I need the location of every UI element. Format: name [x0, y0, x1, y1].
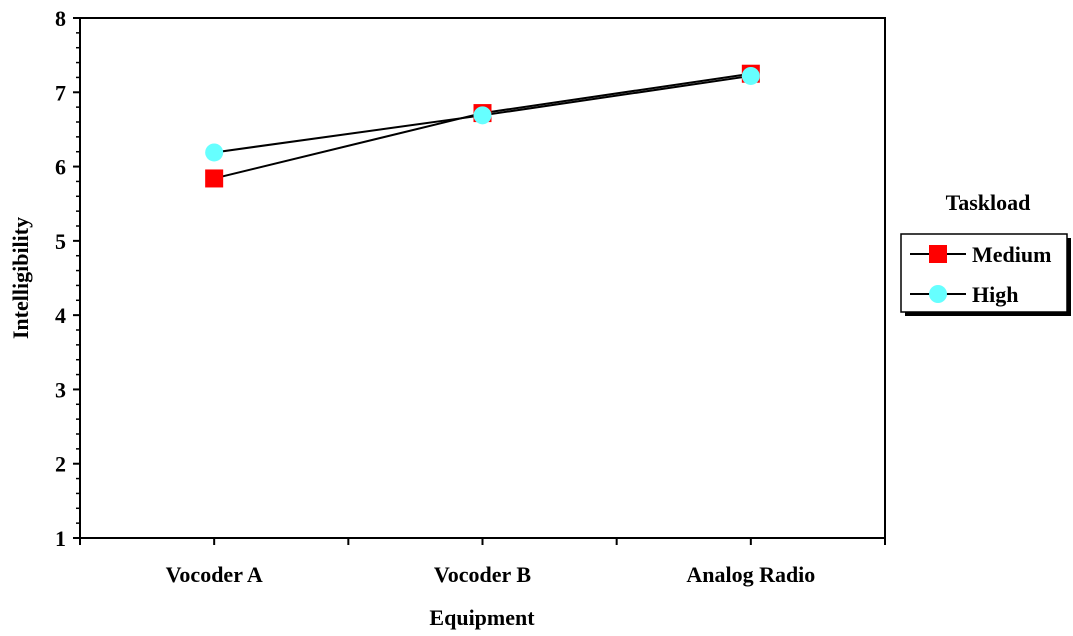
x-axis-title: Equipment: [429, 605, 535, 630]
y-tick-label: 2: [55, 452, 66, 477]
y-tick-label: 5: [55, 229, 66, 254]
x-category-label: Analog Radio: [686, 562, 815, 587]
y-tick-label: 4: [55, 303, 66, 328]
y-tick-label: 6: [55, 155, 66, 180]
y-tick-label: 7: [55, 80, 66, 105]
legend-box: [900, 233, 1068, 313]
x-category-label: Vocoder A: [166, 562, 263, 587]
x-axis: Vocoder A Vocoder B Analog Radio: [79, 538, 886, 587]
data-point-medium: [205, 169, 224, 188]
plot-area: 1 2 3 4 5 6 7 8 Vocoder A Vocoder B Analog Radio: [55, 6, 886, 587]
data-point-high: [473, 106, 492, 125]
series-lines: [213, 72, 751, 180]
y-axis-title: Intelligibility: [8, 217, 33, 339]
legend-marker-high: [929, 285, 947, 303]
y-axis: 1 2 3 4 5 6 7 8: [55, 6, 80, 551]
y-tick-label: 8: [55, 6, 66, 31]
data-point-high: [205, 143, 224, 162]
series-markers: [205, 64, 760, 188]
legend-title: Taskload: [946, 190, 1031, 215]
x-category-label: Vocoder B: [434, 562, 532, 587]
legend-label-high: High: [972, 282, 1018, 307]
series-line-medium: [213, 72, 751, 180]
legend: Taskload Medium High: [900, 190, 1071, 316]
legend-label-medium: Medium: [972, 242, 1051, 267]
legend-marker-medium: [929, 245, 947, 263]
y-tick-label: 3: [55, 377, 66, 402]
data-point-high: [741, 66, 760, 85]
plot-frame: [79, 17, 886, 539]
y-tick-label: 1: [55, 526, 66, 551]
